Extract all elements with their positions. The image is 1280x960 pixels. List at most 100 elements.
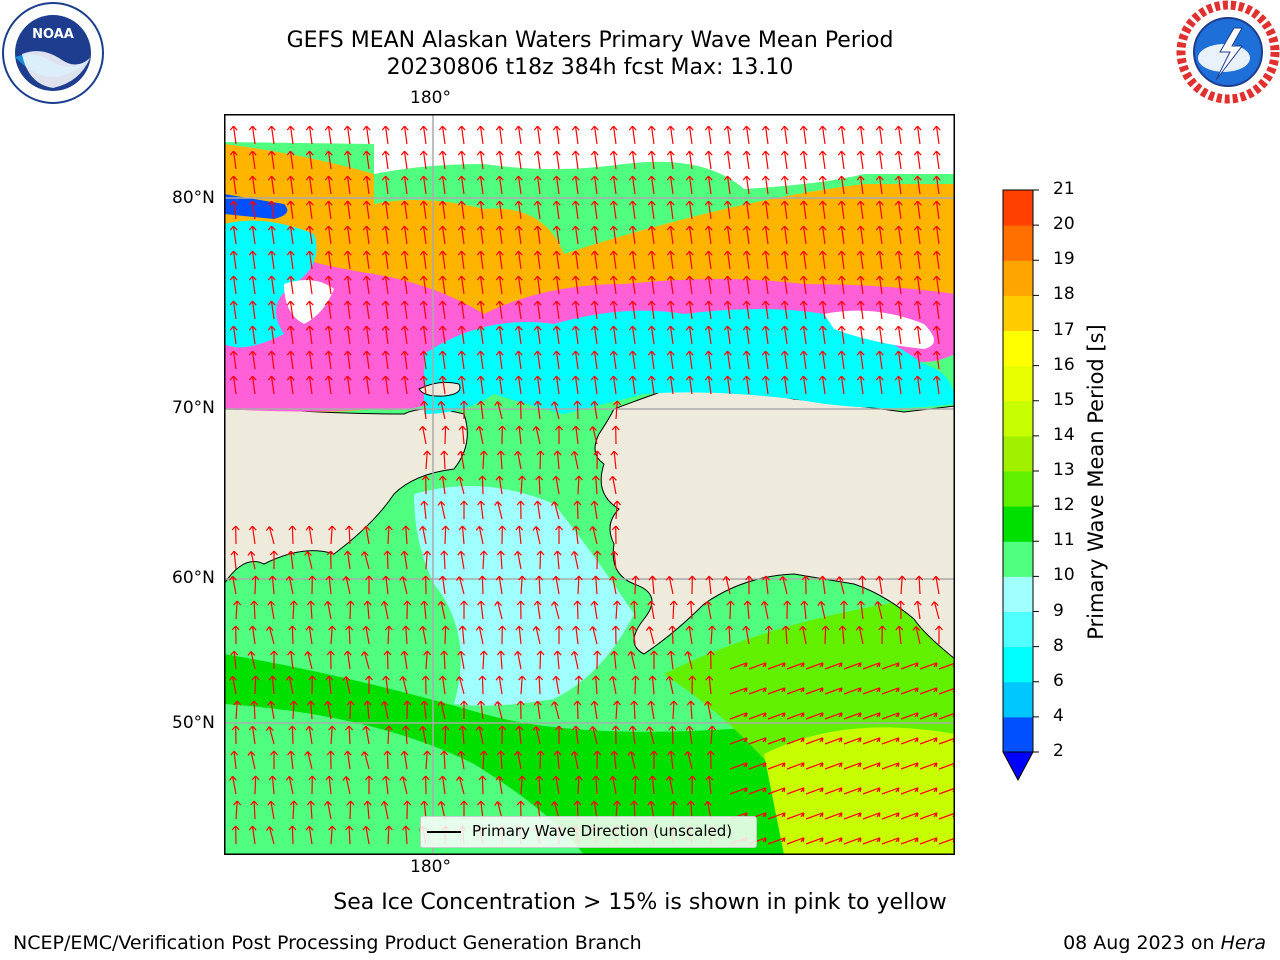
- wave-arrow: [326, 650, 335, 670]
- wave-arrow: [900, 787, 919, 795]
- wave-arrow: [477, 400, 485, 420]
- wave-arrow: [438, 250, 447, 270]
- wave-arrow: [684, 651, 693, 670]
- no-data-north: [224, 114, 955, 189]
- wave-arrow: [248, 375, 257, 395]
- wave-arrow: [532, 426, 541, 445]
- wave-arrow: [609, 325, 618, 345]
- wave-arrow: [553, 550, 562, 570]
- wave-arrow: [913, 150, 922, 170]
- wave-arrow: [403, 700, 412, 720]
- wave-arrow: [932, 300, 941, 320]
- wave-arrow: [518, 475, 527, 495]
- wave-arrow: [494, 401, 503, 420]
- wave-arrow: [590, 275, 599, 295]
- wave-arrow: [824, 687, 843, 695]
- no-data-east: [824, 310, 934, 349]
- wave-arrow: [665, 575, 674, 595]
- wave-arrow: [875, 300, 884, 320]
- wave-arrow: [460, 500, 468, 519]
- wave-arrow: [516, 700, 525, 720]
- wave-arrow: [460, 400, 468, 419]
- wave-arrow: [248, 300, 257, 320]
- wave-arrow: [862, 687, 881, 695]
- wave-arrow: [381, 150, 390, 170]
- wave-arrow: [609, 375, 618, 395]
- wave-arrow: [229, 250, 238, 270]
- wave-arrow: [611, 725, 620, 745]
- wave-arrow: [919, 812, 938, 820]
- wave-arrow: [233, 700, 242, 720]
- wave-arrow: [862, 662, 881, 670]
- wave-arrow: [824, 737, 843, 745]
- wave-arrow: [856, 325, 865, 345]
- wave-arrow: [270, 650, 278, 669]
- wave-arrow: [767, 787, 786, 795]
- wave-arrow: [305, 525, 314, 545]
- wave-arrow: [856, 275, 865, 295]
- wave-arrow: [532, 526, 541, 545]
- wave-arrow: [818, 325, 827, 345]
- wave-arrow: [628, 125, 637, 145]
- wave-arrow: [362, 375, 371, 395]
- wave-arrow: [516, 400, 525, 420]
- wave-arrow: [381, 200, 390, 220]
- wave-arrow: [305, 275, 314, 295]
- wave-arrow: [362, 325, 371, 345]
- wave-arrow: [495, 150, 504, 170]
- wave-arrow: [799, 225, 808, 245]
- wave-arrow: [856, 250, 865, 270]
- wave-arrow: [667, 650, 675, 670]
- wave-arrow: [400, 550, 409, 570]
- wave-arrow: [400, 200, 409, 220]
- wave-arrow: [550, 401, 560, 420]
- wave-arrow: [919, 737, 938, 745]
- wave-arrow: [495, 200, 504, 220]
- wave-arrow: [729, 712, 748, 720]
- wave-arrow: [287, 750, 295, 770]
- wave-arrow: [780, 300, 789, 320]
- wave-arrow: [419, 625, 427, 645]
- wave-arrow: [286, 150, 295, 170]
- wave-arrow: [628, 375, 637, 395]
- wave-arrow: [805, 687, 824, 695]
- wave-arrow: [805, 737, 824, 745]
- wave-arrow: [324, 125, 333, 145]
- wave-arrow: [818, 250, 827, 270]
- wave-arrow: [628, 150, 637, 170]
- wave-arrow: [287, 550, 295, 570]
- wave-arrow: [780, 275, 789, 295]
- wave-arrow: [704, 225, 713, 245]
- wave-arrow: [441, 525, 450, 545]
- wave-arrow: [875, 250, 884, 270]
- wave-arrow: [346, 700, 355, 720]
- wave-arrow: [438, 475, 447, 495]
- wave-arrow: [573, 500, 582, 520]
- wave-arrow: [495, 475, 504, 495]
- wave-arrow: [514, 275, 523, 295]
- wave-arrow: [476, 200, 485, 220]
- wave-arrow: [495, 675, 504, 695]
- wave-arrow: [305, 625, 314, 645]
- wave-arrow: [304, 751, 313, 770]
- wave-arrow: [423, 650, 432, 670]
- wave-arrow: [381, 250, 390, 270]
- colorbar-tick-label: 16: [1053, 354, 1075, 375]
- wave-arrow: [441, 625, 450, 645]
- wave-arrow: [628, 625, 637, 645]
- wave-arrow: [233, 800, 242, 820]
- wave-arrow: [518, 775, 527, 795]
- wave-arrow: [380, 700, 389, 720]
- wave-arrow: [705, 775, 714, 795]
- wave-arrow: [609, 775, 617, 795]
- wave-arrow: [365, 575, 373, 594]
- wave-arrow: [553, 650, 562, 670]
- wave-arrow: [419, 350, 428, 370]
- wave-arrow: [685, 175, 694, 195]
- legend-line-swatch: [427, 831, 461, 833]
- wave-arrow: [403, 800, 412, 820]
- wave-arrow: [609, 350, 618, 370]
- wave-arrow: [647, 175, 656, 195]
- wave-arrow: [837, 375, 846, 395]
- wave-arrow: [573, 400, 582, 420]
